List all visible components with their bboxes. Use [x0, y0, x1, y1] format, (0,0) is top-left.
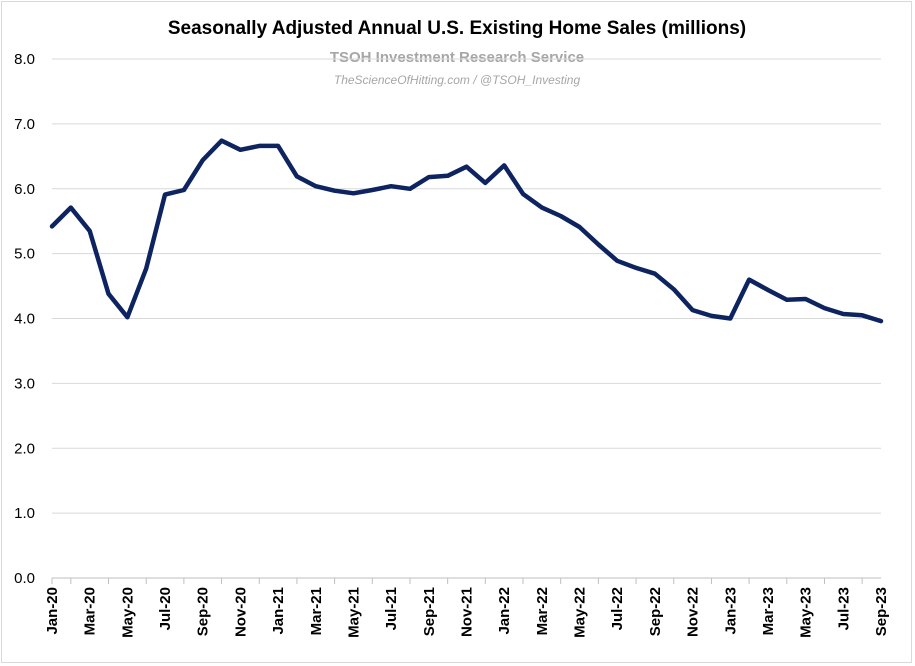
- y-tick-label: 6.0: [14, 181, 35, 198]
- x-tick-label: Sep-22: [647, 587, 664, 636]
- y-tick-label: 7.0: [14, 116, 35, 133]
- x-tick-label: Mar-21: [308, 587, 325, 635]
- x-tick-label: Jul-20: [157, 587, 174, 630]
- x-tick-label: Sep-20: [195, 587, 212, 636]
- x-tick-label: May-22: [572, 587, 589, 638]
- x-axis: Jan-20 Mar-20 May-20 Jul-20 Sep-20 Nov-20 Jan-…: [44, 577, 890, 638]
- x-tick-label: Sep-21: [421, 587, 438, 636]
- chart-title: Seasonally Adjusted Annual U.S. Existing…: [168, 18, 746, 39]
- y-tick-label: 1.0: [14, 505, 35, 522]
- y-tick-label: 0.0: [14, 570, 35, 587]
- x-tick-label: Nov-20: [232, 587, 249, 637]
- x-tick-label: Jan-21: [270, 587, 287, 635]
- y-tick-label: 8.0: [14, 51, 35, 68]
- series-line: [49, 138, 884, 324]
- x-tick-label: Jan-22: [496, 587, 513, 635]
- gridlines: [52, 58, 881, 514]
- watermark-brand: TSOH Investment Research Service: [330, 49, 584, 66]
- watermark-credit: TheScienceOfHitting.com / @TSOH_Investin…: [334, 73, 581, 87]
- x-tick-label: Jan-20: [44, 587, 61, 635]
- x-tick-label: Jul-21: [383, 587, 400, 630]
- y-tick-label: 5.0: [14, 246, 35, 263]
- x-tick-label: Mar-23: [760, 587, 777, 635]
- x-tick-label: Nov-22: [685, 587, 702, 637]
- y-tick-label: 2.0: [14, 440, 35, 457]
- x-tick-label: Jul-22: [609, 587, 626, 630]
- series-layer: [49, 138, 884, 324]
- x-tick-label: Nov-21: [459, 587, 476, 637]
- x-tick-label: May-21: [345, 587, 362, 638]
- x-tick-label: Jul-23: [835, 587, 852, 630]
- x-tick-label: Sep-23: [873, 587, 890, 636]
- y-tick-label: 4.0: [14, 311, 35, 328]
- x-tick-label: Mar-22: [534, 587, 551, 635]
- x-tick-label: May-23: [798, 587, 815, 638]
- y-axis: 0.0 1.0 2.0 3.0 4.0 5.0 6.0 7.0 8.0: [14, 51, 35, 587]
- x-tick-label: May-20: [119, 587, 136, 638]
- x-tick-label: Jan-23: [722, 587, 739, 635]
- x-tick-label: Mar-20: [82, 587, 99, 635]
- y-tick-label: 3.0: [14, 375, 35, 392]
